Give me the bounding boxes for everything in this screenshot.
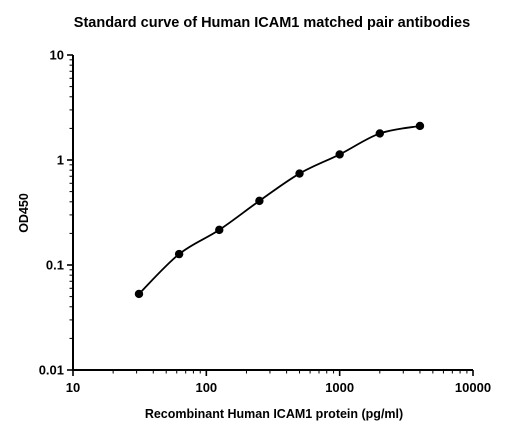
y-axis-label: OD450	[17, 193, 31, 233]
x-tick-label: 100	[195, 380, 217, 395]
data-point	[375, 129, 385, 138]
x-major-ticks: 10 100 1000 10000	[66, 370, 491, 395]
y-major-ticks: 0.01 0.1 1 10	[39, 48, 73, 378]
data-points	[134, 121, 425, 299]
y-tick-label: 0.1	[46, 258, 64, 273]
x-tick-label: 10	[66, 380, 80, 395]
data-point	[215, 225, 224, 235]
y-axis-label-group: OD450	[17, 193, 31, 233]
data-point	[415, 121, 425, 131]
y-tick-label: 10	[50, 48, 64, 63]
data-point	[174, 249, 184, 259]
x-tick-label: 1000	[325, 380, 354, 395]
data-point	[255, 196, 264, 206]
data-point	[134, 289, 144, 299]
x-tick-label: 10000	[455, 380, 491, 395]
fit-curve	[138, 125, 421, 295]
data-point	[295, 169, 304, 178]
y-tick-label: 0.01	[39, 363, 64, 378]
x-axis-label: Recombinant Human ICAM1 protein (pg/ml)	[145, 407, 403, 421]
data-point	[335, 150, 344, 159]
chart-title: Standard curve of Human ICAM1 matched pa…	[74, 15, 470, 31]
y-tick-label: 1	[57, 153, 64, 168]
